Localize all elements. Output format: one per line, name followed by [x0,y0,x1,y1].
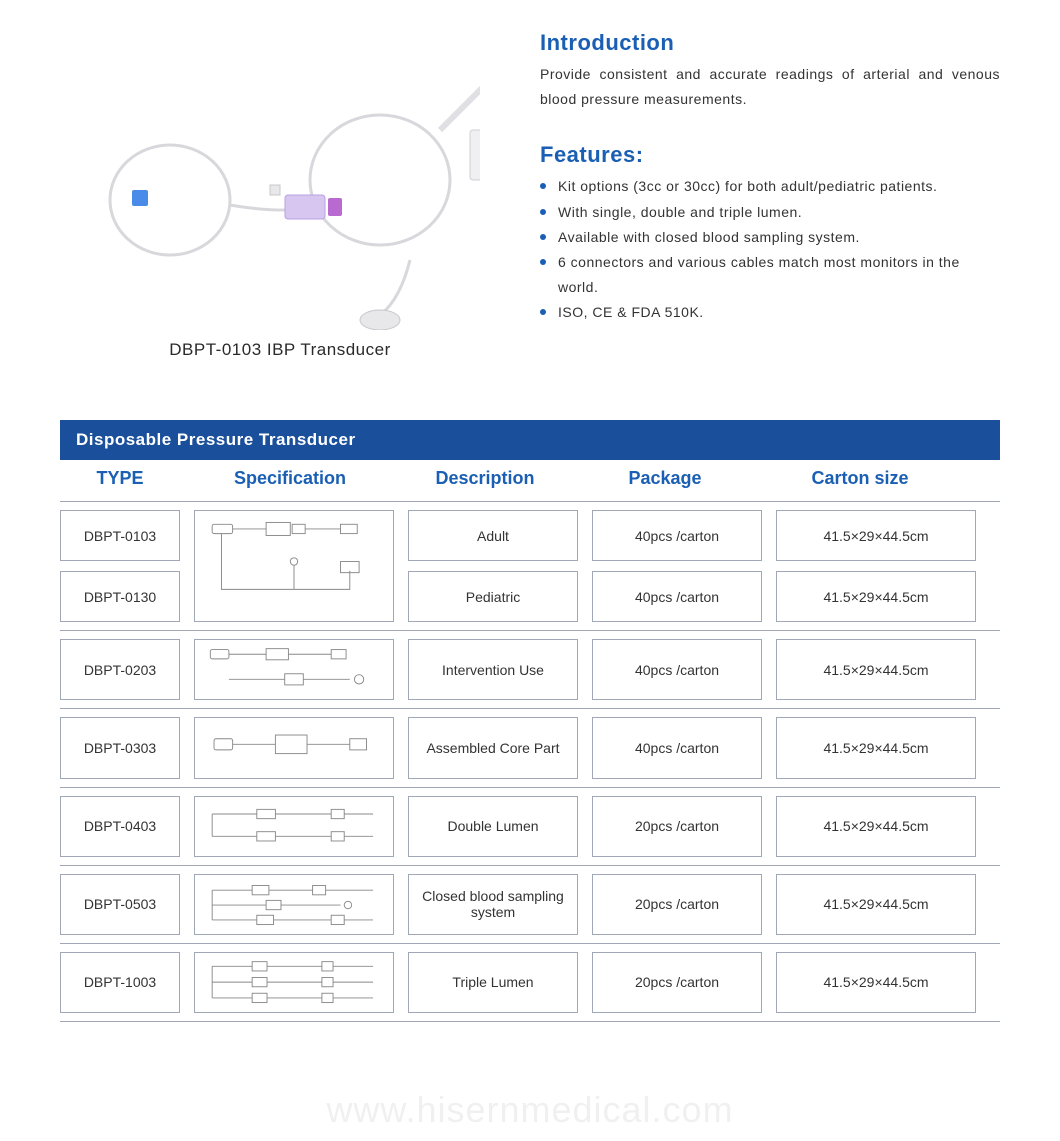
specification-cell [194,796,394,857]
package-cell: 20pcs /carton [592,952,762,1013]
type-cell: DBPT-1003 [60,952,180,1013]
top-section: DBPT-0103 IBP Transducer Introduction Pr… [60,30,1000,360]
package-stack: 20pcs /carton [592,796,762,857]
carton-cell: 41.5×29×44.5cm [776,874,976,935]
spec-table: Disposable Pressure Transducer TYPE Spec… [60,420,1000,1022]
info-column: Introduction Provide consistent and accu… [540,30,1000,360]
feature-item: ISO, CE & FDA 510K. [540,300,1000,325]
watermark: www.hisernmedical.com [0,1089,1060,1131]
package-stack: 20pcs /carton [592,952,762,1013]
specification-cell [194,639,394,700]
carton-stack: 41.5×29×44.5cm [776,717,976,778]
package-stack: 40pcs /carton [592,717,762,778]
carton-stack: 41.5×29×44.5cm [776,874,976,935]
column-header-package: Package [580,468,750,489]
type-stack: DBPT-0403 [60,796,180,857]
table-header-row: TYPE Specification Description Package C… [60,460,1000,501]
column-header-description: Description [400,468,570,489]
package-cell: 20pcs /carton [592,796,762,857]
carton-cell: 41.5×29×44.5cm [776,571,976,622]
specification-cell [194,717,394,778]
type-stack: DBPT-0503 [60,874,180,935]
type-cell: DBPT-0130 [60,571,180,622]
table-row-group: DBPT-0503 Closed blood sampling system20… [60,865,1000,943]
description-cell: Closed blood sampling system [408,874,578,935]
type-cell: DBPT-0103 [60,510,180,561]
description-stack: Intervention Use [408,639,578,700]
feature-item: 6 connectors and various cables match mo… [540,250,1000,300]
type-cell: DBPT-0203 [60,639,180,700]
carton-cell: 41.5×29×44.5cm [776,510,976,561]
feature-item: Kit options (3cc or 30cc) for both adult… [540,174,1000,199]
specification-cell [194,952,394,1013]
introduction-heading: Introduction [540,30,1000,56]
transducer-illustration-icon [60,30,480,330]
description-cell: Double Lumen [408,796,578,857]
carton-stack: 41.5×29×44.5cm 41.5×29×44.5cm [776,510,976,622]
carton-cell: 41.5×29×44.5cm [776,796,976,857]
type-stack: DBPT-1003 [60,952,180,1013]
carton-stack: 41.5×29×44.5cm [776,952,976,1013]
column-header-type: TYPE [60,468,180,489]
package-stack: 40pcs /carton [592,639,762,700]
column-header-specification: Specification [190,468,390,489]
feature-item: With single, double and triple lumen. [540,200,1000,225]
package-stack: 40pcs /carton 40pcs /carton [592,510,762,622]
description-cell: Pediatric [408,571,578,622]
table-row-group: DBPT-1003 Triple Lumen20pcs /carton41.5×… [60,943,1000,1022]
carton-cell: 41.5×29×44.5cm [776,639,976,700]
feature-item: Available with closed blood sampling sys… [540,225,1000,250]
type-cell: DBPT-0303 [60,717,180,778]
description-cell: Assembled Core Part [408,717,578,778]
specification-cell [194,874,394,935]
table-row-group: DBPT-0203 Intervention Use40pcs /carton4… [60,630,1000,708]
table-row-group: DBPT-0103 DBPT-0130 Adult Pediatric 40pcs /… [60,501,1000,630]
table-row-group: DBPT-0403 Double Lumen20pcs /carton41.5×… [60,787,1000,865]
column-header-carton: Carton size [760,468,960,489]
specification-cell [194,510,394,622]
package-cell: 40pcs /carton [592,571,762,622]
features-heading: Features: [540,142,1000,168]
carton-stack: 41.5×29×44.5cm [776,639,976,700]
type-cell: DBPT-0503 [60,874,180,935]
description-cell: Intervention Use [408,639,578,700]
table-row-group: DBPT-0303 Assembled Core Part40pcs /cart… [60,708,1000,786]
type-stack: DBPT-0303 [60,717,180,778]
table-title: Disposable Pressure Transducer [60,420,1000,460]
product-image [60,30,480,330]
package-cell: 40pcs /carton [592,717,762,778]
product-image-column: DBPT-0103 IBP Transducer [60,30,500,360]
features-list: Kit options (3cc or 30cc) for both adult… [540,174,1000,325]
description-stack: Triple Lumen [408,952,578,1013]
type-stack: DBPT-0203 [60,639,180,700]
description-stack: Closed blood sampling system [408,874,578,935]
description-stack: Double Lumen [408,796,578,857]
product-caption: DBPT-0103 IBP Transducer [60,340,500,360]
table-body: DBPT-0103 DBPT-0130 Adult Pediatric 40pcs /… [60,501,1000,1022]
package-cell: 40pcs /carton [592,510,762,561]
description-stack: Assembled Core Part [408,717,578,778]
carton-cell: 41.5×29×44.5cm [776,952,976,1013]
description-stack: Adult Pediatric [408,510,578,622]
carton-cell: 41.5×29×44.5cm [776,717,976,778]
package-cell: 20pcs /carton [592,874,762,935]
description-cell: Adult [408,510,578,561]
package-cell: 40pcs /carton [592,639,762,700]
package-stack: 20pcs /carton [592,874,762,935]
type-stack: DBPT-0103 DBPT-0130 [60,510,180,622]
description-cell: Triple Lumen [408,952,578,1013]
type-cell: DBPT-0403 [60,796,180,857]
carton-stack: 41.5×29×44.5cm [776,796,976,857]
introduction-text: Provide consistent and accurate readings… [540,62,1000,112]
